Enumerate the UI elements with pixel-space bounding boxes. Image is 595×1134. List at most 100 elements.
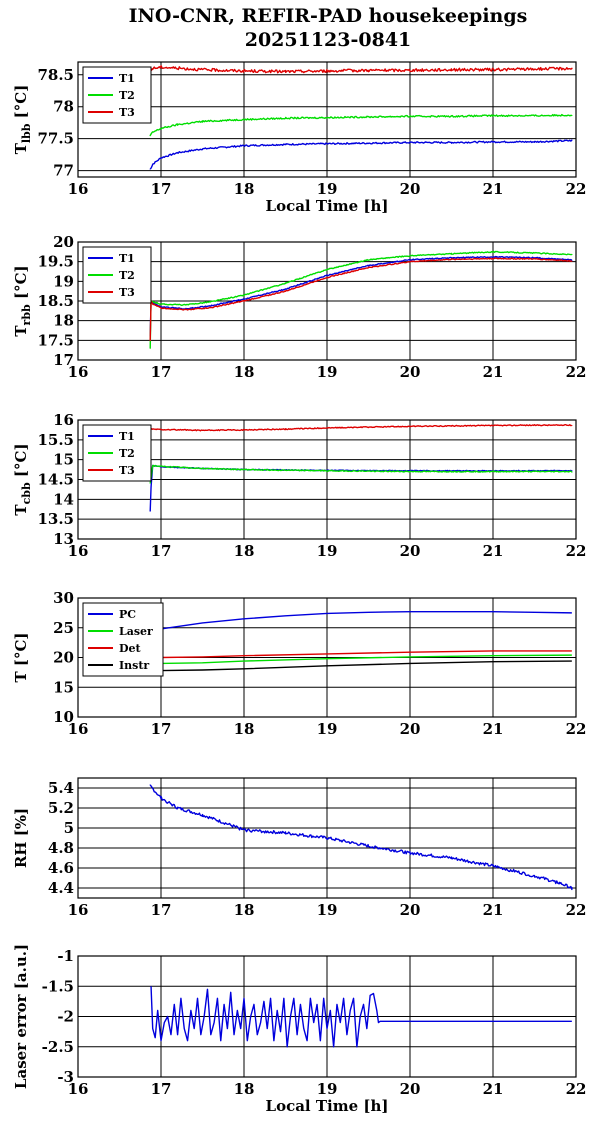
x-tick-label: 20 (400, 180, 421, 198)
x-tick-label: 16 (68, 363, 89, 381)
plot-frame (77, 419, 577, 540)
x-tick-label: 22 (566, 720, 587, 738)
series-group (149, 423, 573, 512)
series-line-t3 (149, 423, 573, 432)
y-tick-label: 18 (53, 312, 74, 330)
legend-label-t2: T2 (119, 269, 135, 282)
y-axis-label: RH [%] (12, 808, 30, 868)
legend: PC Laser Det Instr (82, 602, 164, 677)
y-tick-label: -2 (57, 1008, 74, 1026)
legend-label-laser: Laser (119, 625, 153, 638)
series-line-det (150, 650, 572, 659)
x-tick-label: 21 (483, 363, 504, 381)
x-tick-label: 19 (317, 542, 338, 560)
x-tick-label: 17 (151, 1080, 172, 1098)
legend-label-t3: T3 (119, 464, 135, 477)
y-tick-label: 18.5 (37, 292, 74, 310)
y-tick-label: -2.5 (42, 1038, 74, 1056)
y-tick-label: 20 (53, 233, 74, 251)
y-tick-label: 19.5 (37, 253, 74, 271)
series-line-main (150, 986, 572, 1048)
y-axis-label: Laser error [a.u.] (12, 944, 30, 1089)
y-axis-label: Tlbb [°C] (12, 85, 33, 155)
y-tick-label: 77.5 (37, 130, 74, 148)
series-group (149, 65, 573, 170)
plot-frame (77, 597, 577, 718)
y-tick-label: 20 (53, 649, 74, 667)
y-tick-label: 14 (53, 490, 74, 508)
x-tick-label: 21 (483, 180, 504, 198)
x-tick-label: 21 (483, 542, 504, 560)
y-tick-label: -3 (57, 1068, 74, 1086)
series-line-t3 (149, 257, 573, 342)
legend-label-t1: T1 (119, 252, 135, 265)
y-tick-label: 10 (53, 708, 74, 726)
y-tick-label: 4.8 (48, 839, 74, 857)
panel-laser: 16 17 18 19 20 21 22 -3 -2.5 -2 -1.5 -1 Local Time [… (12, 944, 586, 1115)
x-tick-label: 20 (400, 720, 421, 738)
y-tick-label: 78.5 (37, 66, 74, 84)
legend-label-t3: T3 (119, 286, 135, 299)
y-tick-label: 14.5 (37, 471, 74, 489)
x-tick-label: 16 (68, 180, 89, 198)
panel-rh: 16 17 18 19 20 21 22 4.4 4.6 4.8 5 5.2 5.4 RH [%] (12, 777, 586, 919)
series-group (149, 784, 573, 891)
legend: T1 T2 T3 (82, 424, 152, 482)
x-tick-label: 20 (400, 901, 421, 919)
legend-box (82, 66, 152, 124)
x-tick-label: 19 (317, 363, 338, 381)
series-line-pc (150, 610, 572, 633)
x-tick-label: 22 (566, 180, 587, 198)
legend-label-pc: PC (119, 608, 136, 621)
y-tick-label: -1 (57, 947, 74, 965)
series-line-t3 (149, 65, 573, 74)
y-axis-label: Trbb [°C] (12, 265, 33, 336)
x-tick-label: 17 (151, 720, 172, 738)
x-tick-label: 18 (234, 542, 255, 560)
x-tick-label: 16 (68, 901, 89, 919)
plot-frame (77, 955, 577, 1078)
series-group (149, 250, 573, 349)
x-tick-label: 19 (317, 180, 338, 198)
series-group (150, 610, 572, 672)
x-tick-label: 19 (317, 720, 338, 738)
y-tick-label: 17 (53, 351, 74, 369)
x-tick-label: 22 (566, 542, 587, 560)
y-tick-label: 30 (53, 589, 74, 607)
y-tick-label: 4.4 (48, 879, 74, 897)
figure-title-line2: 20251123-0841 (245, 29, 412, 51)
plot-frame (77, 61, 577, 178)
y-tick-label: -1.5 (42, 977, 74, 995)
y-tick-label: 78 (53, 98, 74, 116)
legend-label-t1: T1 (119, 72, 135, 85)
legend-box (82, 602, 164, 677)
y-tick-label: 15 (53, 451, 74, 469)
y-tick-label: 25 (53, 619, 74, 637)
series-group (150, 986, 572, 1048)
x-tick-label: 16 (68, 1080, 89, 1098)
legend: T1 T2 T3 (82, 66, 152, 124)
legend-label-instr: Instr (119, 659, 149, 672)
x-tick-label: 18 (234, 720, 255, 738)
y-axis-label: T [°C] (12, 632, 30, 682)
x-tick-label: 21 (483, 901, 504, 919)
x-tick-label: 17 (151, 542, 172, 560)
plot-frame (77, 777, 577, 899)
x-tick-label: 21 (483, 1080, 504, 1098)
x-tick-label: 18 (234, 1080, 255, 1098)
y-tick-label: 77 (53, 162, 74, 180)
figure-title-line1: INO-CNR, REFIR-PAD housekeepings (129, 5, 528, 27)
x-tick-label: 18 (234, 180, 255, 198)
x-tick-label: 20 (400, 363, 421, 381)
x-tick-label: 16 (68, 720, 89, 738)
x-tick-label: 22 (566, 1080, 587, 1098)
series-line-t2 (149, 113, 573, 137)
series-line-instr (150, 660, 572, 672)
x-tick-label: 18 (234, 901, 255, 919)
y-axis-label: Tcbb [°C] (12, 443, 33, 515)
y-tick-label: 5.2 (48, 799, 74, 817)
x-tick-label: 19 (317, 901, 338, 919)
